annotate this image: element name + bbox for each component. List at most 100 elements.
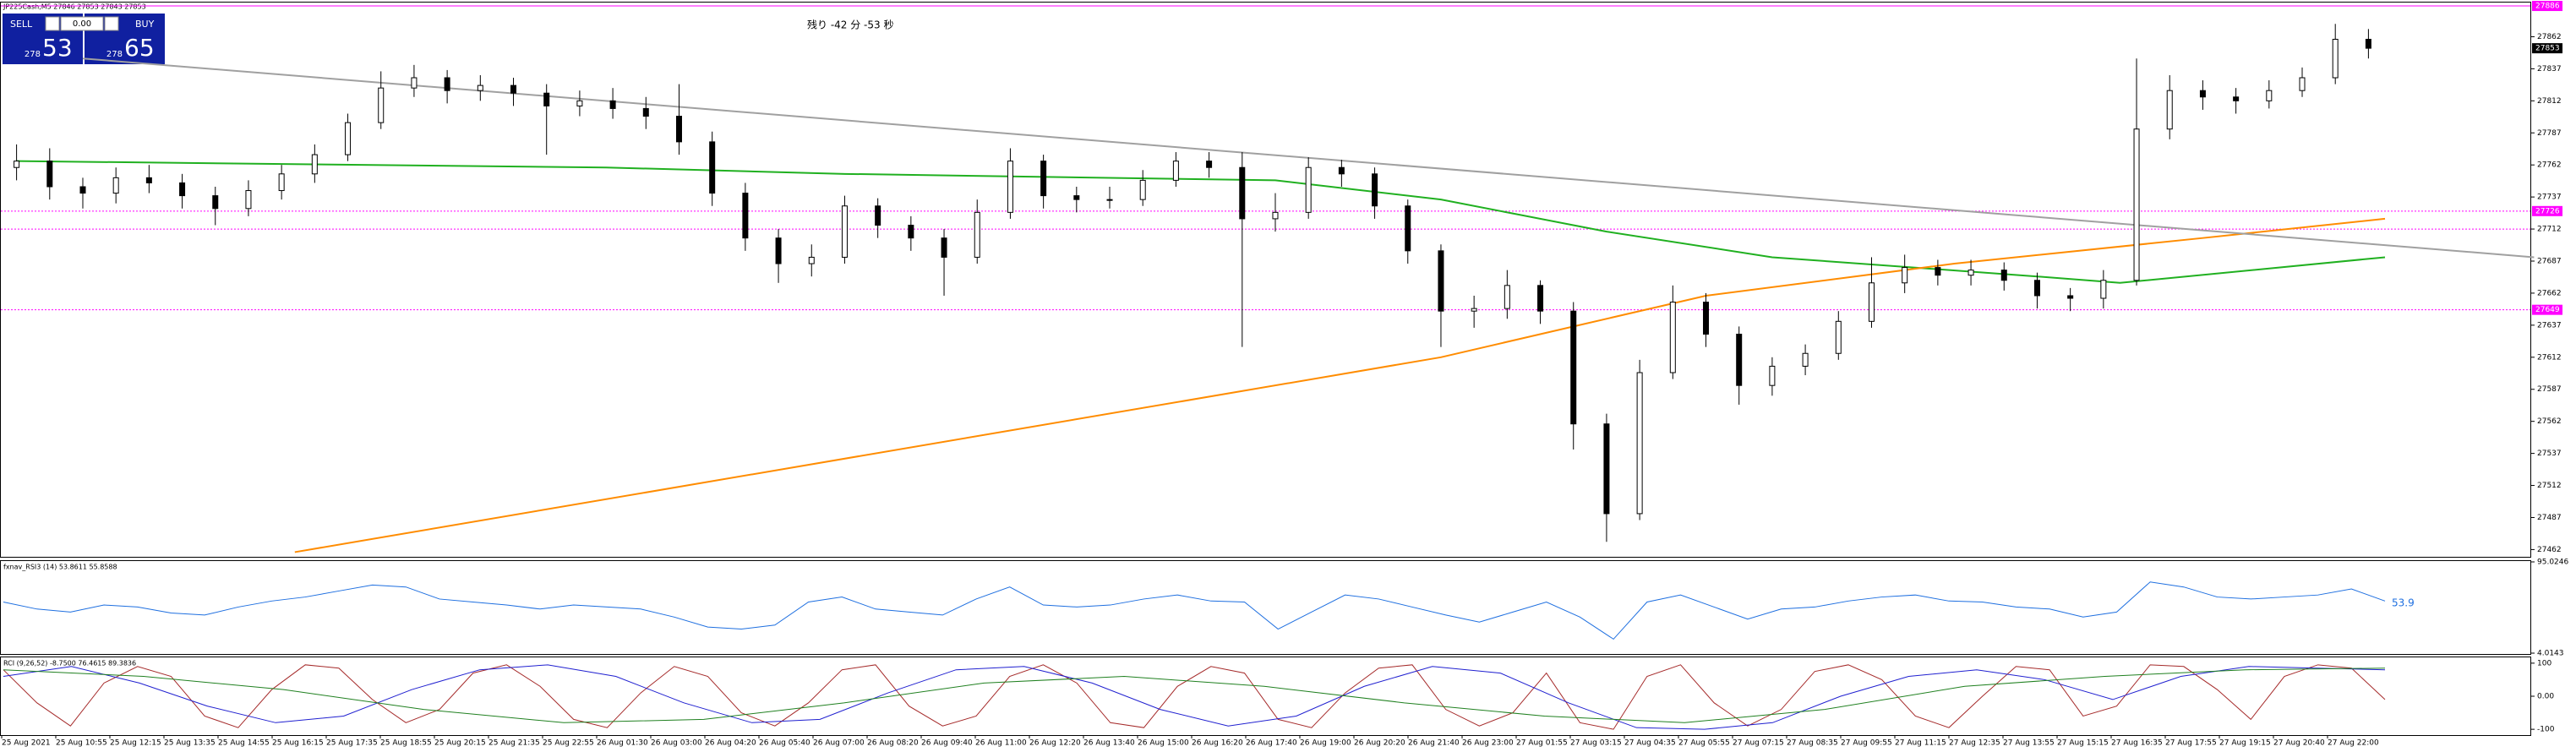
candle-body (2033, 280, 2040, 297)
x-tick-label: 25 Aug 2021 (2, 739, 51, 748)
moving-average (294, 217, 2386, 553)
x-tick-label: 27 Aug 04:35 (1624, 739, 1676, 748)
x-tick-label: 25 Aug 16:15 (272, 739, 324, 748)
indicator-title: RCI (9,26,52) -8.7500 76.4615 89.3836 (3, 660, 136, 668)
volume: 0.00 (73, 19, 91, 29)
candle-body (1040, 161, 1047, 197)
candle-body (1338, 166, 1345, 175)
level-label: 27886 (2535, 3, 2560, 11)
candle-body (543, 92, 550, 106)
current-price: 27853 (2535, 45, 2560, 53)
y-tick-label: 4.0143 (2537, 650, 2564, 658)
x-tick-label: 26 Aug 04:20 (705, 739, 756, 748)
x-tick-label: 26 Aug 09:40 (921, 739, 973, 748)
candle-body (1703, 302, 1710, 335)
x-tick-label: 26 Aug 19:00 (1300, 739, 1351, 748)
x-tick-label: 27 Aug 05:55 (1678, 739, 1730, 748)
y-tick-label: 95.0246 (2537, 559, 2568, 567)
indicator-line (3, 664, 2386, 730)
candle-body (14, 161, 20, 168)
x-tick-label: 26 Aug 21:40 (1408, 739, 1460, 748)
x-tick-label: 25 Aug 12:15 (110, 739, 161, 748)
candle-body (775, 237, 782, 264)
x-tick-label: 26 Aug 11:00 (975, 739, 1027, 748)
y-tick-label: 27787 (2537, 129, 2562, 138)
buy-price-big: 65 (124, 34, 155, 62)
y-tick-label: 27812 (2537, 97, 2562, 106)
candle-body (1504, 285, 1510, 309)
indicator-line (3, 668, 2386, 723)
candle-body (841, 205, 848, 258)
volume-down[interactable] (45, 16, 60, 31)
x-tick-label: 27 Aug 17:55 (2165, 739, 2217, 748)
sell-price-small: 278 (25, 50, 41, 59)
current-price-bg (2532, 43, 2562, 54)
volume-field[interactable] (60, 16, 104, 31)
candle-body (1769, 365, 1776, 386)
x-tick-label: 27 Aug 03:15 (1570, 739, 1622, 748)
x-tick-label: 25 Aug 22:55 (543, 739, 594, 748)
x-tick-label: 25 Aug 10:55 (56, 739, 107, 748)
volume-up[interactable] (104, 16, 119, 31)
indicator-title: fxnav_RSI3 (14) 53.8611 55.8588 (3, 564, 117, 571)
candle-body (1935, 267, 1941, 276)
x-tick-label: 25 Aug 14:55 (218, 739, 270, 748)
candle-body (510, 84, 517, 94)
x-tick-label: 26 Aug 16:20 (1192, 739, 1243, 748)
level-label: 27649 (2535, 306, 2560, 314)
x-tick-label: 27 Aug 07:15 (1733, 739, 1784, 748)
sell-label: SELL (10, 19, 33, 30)
candle-body (477, 84, 483, 91)
candle-body (2332, 38, 2339, 79)
y-tick-label: 27712 (2537, 226, 2562, 234)
candle-body (2000, 270, 2007, 281)
y-tick-label: 27587 (2537, 385, 2562, 394)
candle-body (2266, 90, 2273, 101)
x-tick-label: 26 Aug 20:20 (1354, 739, 1405, 748)
indicator-value: 53.9 (2392, 597, 2415, 608)
x-tick-label: 26 Aug 12:20 (1029, 739, 1081, 748)
candle-body (1537, 285, 1544, 312)
candle-body (642, 107, 649, 117)
x-tick-label: 27 Aug 09:55 (1841, 739, 1892, 748)
candle-body (1239, 166, 1246, 220)
y-tick-label: 27637 (2537, 321, 2562, 330)
x-tick-label: 26 Aug 15:00 (1138, 739, 1189, 748)
candle-body (1106, 199, 1113, 201)
candle-body (378, 87, 385, 123)
y-tick-label: 27562 (2537, 417, 2562, 426)
candle-body (1868, 282, 1875, 322)
candle-body (1636, 372, 1643, 515)
candle-body (1669, 302, 1676, 373)
candle-body (1172, 161, 1179, 181)
candle-body (2233, 96, 2240, 101)
candle-body (212, 195, 219, 210)
candle-body (974, 211, 980, 258)
candle-body (79, 186, 86, 194)
indicator-line (3, 581, 2386, 640)
x-tick-label: 25 Aug 21:35 (488, 739, 540, 748)
sell-price-big: 53 (42, 34, 73, 62)
level-label: 27726 (2535, 207, 2560, 215)
candle-body (941, 237, 947, 258)
candle-body (1902, 267, 1908, 284)
y-tick-label: 27612 (2537, 353, 2562, 362)
candle-body (1471, 308, 1477, 312)
candle-body (1139, 179, 1146, 200)
x-tick-label: 25 Aug 20:15 (434, 739, 486, 748)
buy-label: BUY (135, 19, 155, 30)
level-label-bg (2532, 1, 2562, 12)
candle-body (112, 177, 119, 194)
candle-body (1073, 195, 1080, 200)
y-tick-label: 27737 (2537, 193, 2562, 202)
candle-body (1206, 161, 1213, 168)
x-tick-label: 26 Aug 05:40 (759, 739, 810, 748)
candle-body (709, 141, 716, 194)
candle-body (2067, 295, 2074, 299)
candle-body (1835, 320, 1842, 354)
y-tick-label: 27462 (2537, 546, 2562, 554)
candle-body (311, 154, 318, 175)
countdown: 残り -42 分 -53 秒 (807, 19, 893, 31)
x-tick-label: 25 Aug 13:35 (164, 739, 216, 748)
